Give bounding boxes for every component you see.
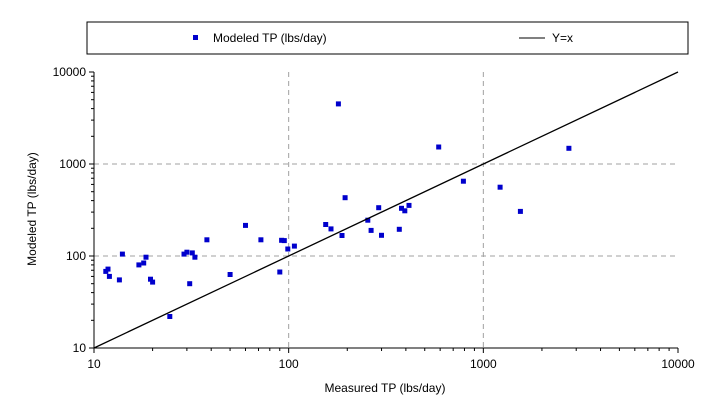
data-point — [323, 222, 329, 227]
data-point — [192, 254, 198, 260]
y-tick-label: 10000 — [53, 65, 87, 79]
data-point — [436, 144, 442, 150]
data-point — [105, 266, 111, 272]
data-point — [402, 208, 408, 214]
data-point — [339, 233, 345, 238]
data-point — [291, 243, 297, 249]
data-point — [368, 227, 374, 233]
data-point — [396, 226, 402, 232]
data-point — [281, 238, 287, 244]
data-point — [342, 195, 348, 201]
legend-marker-square — [193, 35, 198, 40]
data-point — [399, 205, 404, 211]
data-point — [119, 251, 125, 257]
y-tick-label: 1000 — [59, 157, 86, 171]
data-point — [335, 101, 341, 107]
data-point — [187, 281, 193, 287]
data-point — [116, 277, 122, 283]
data-point — [497, 184, 503, 190]
data-point — [376, 205, 382, 211]
data-point — [143, 254, 149, 260]
data-point — [566, 145, 572, 151]
y-axis-title: Modeled TP (lbs/day) — [25, 152, 39, 266]
data-point — [328, 226, 334, 232]
legend-label-modeled: Modeled TP (lbs/day) — [213, 31, 327, 45]
data-point — [406, 202, 412, 208]
x-axis-title: Measured TP (lbs/day) — [325, 381, 446, 395]
data-point — [365, 217, 371, 223]
data-point — [184, 249, 190, 255]
data-point — [181, 251, 187, 257]
data-point — [277, 269, 283, 275]
y-tick-label: 100 — [66, 249, 86, 263]
plot-area: 10 100 1000 10000 10 100 1000 10000 — [53, 65, 695, 371]
series-line-y-equals-x — [93, 71, 679, 349]
data-point — [204, 237, 210, 243]
x-tick-label: 1000 — [470, 357, 497, 371]
data-point — [285, 246, 291, 252]
data-point — [148, 276, 153, 282]
data-point — [258, 237, 264, 243]
data-point — [189, 250, 195, 256]
x-tick-label: 100 — [279, 357, 299, 371]
data-point — [227, 272, 233, 277]
legend-label-yx: Y=x — [552, 31, 573, 45]
data-point — [460, 178, 466, 184]
data-point — [243, 222, 248, 228]
legend: Modeled TP (lbs/day) Y=x — [86, 21, 689, 55]
y-tick-label: 10 — [73, 341, 87, 355]
x-tick-label: 10 — [87, 357, 101, 371]
data-point — [136, 262, 142, 268]
data-point — [379, 232, 384, 238]
data-point — [517, 208, 523, 214]
legend-box — [86, 21, 689, 55]
data-point — [106, 273, 112, 279]
data-point — [167, 314, 173, 319]
data-point — [150, 279, 156, 285]
x-tick-label: 10000 — [661, 357, 695, 371]
data-point — [141, 260, 147, 266]
data-point — [279, 237, 285, 243]
